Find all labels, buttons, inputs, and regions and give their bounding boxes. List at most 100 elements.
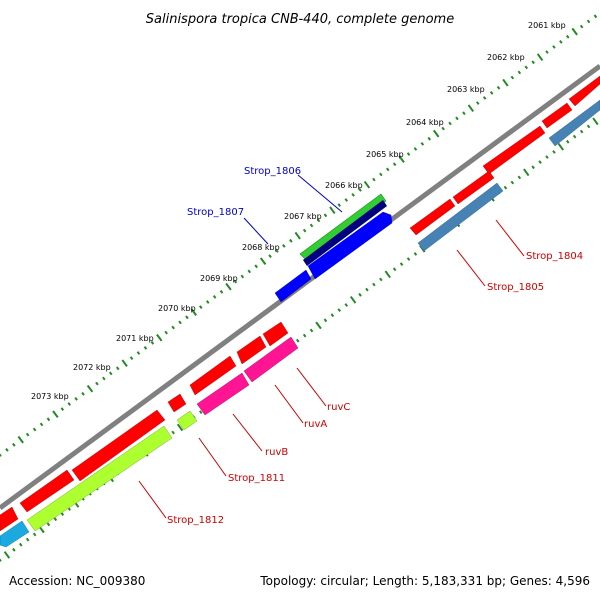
minor-tick — [510, 75, 515, 80]
gene-label-strop-1805: Strop_1805 — [487, 282, 544, 293]
kbp-label: 2070 kbp — [158, 304, 196, 313]
minor-tick — [579, 24, 584, 29]
gene-red — [167, 393, 187, 413]
minor-tick — [330, 313, 335, 318]
minor-tick — [448, 121, 452, 126]
gene-red — [452, 170, 495, 205]
major-tick — [52, 410, 59, 418]
minor-tick — [212, 295, 217, 299]
outer-tick-ring — [0, 14, 598, 457]
minor-tick — [545, 155, 549, 159]
callout-line — [495, 219, 525, 257]
minor-tick — [205, 300, 210, 304]
minor-tick — [517, 175, 522, 180]
gene-strop-1806 — [299, 193, 387, 261]
minor-tick — [413, 147, 418, 151]
minor-tick — [198, 305, 203, 309]
minor-tick — [524, 65, 528, 70]
minor-tick — [18, 542, 23, 547]
minor-tick — [344, 198, 349, 202]
accession-text: Accession: NC_009380 — [9, 574, 146, 588]
gene-label-strop-1807: Strop_1807 — [187, 207, 244, 218]
minor-tick — [289, 238, 293, 243]
major-tick — [557, 143, 565, 151]
major-tick — [592, 117, 599, 126]
callout-line — [232, 413, 263, 452]
kbp-label: 2071 kbp — [116, 334, 154, 343]
minor-tick — [323, 318, 328, 323]
minor-tick — [386, 167, 390, 172]
kbp-label: 2064 kbp — [406, 118, 444, 127]
kbp-label: 2068 kbp — [242, 243, 280, 252]
minor-tick — [95, 381, 99, 386]
minor-tick — [489, 90, 494, 95]
minor-tick — [420, 141, 425, 146]
kbp-label: 2073 kbp — [31, 392, 69, 401]
major-tick — [86, 384, 94, 393]
minor-tick — [372, 282, 376, 287]
minor-tick — [302, 333, 307, 338]
kbp-labels: 2061 kbp 2062 kbp 2063 kbp 2064 kbp 2065… — [31, 21, 566, 401]
minor-tick — [503, 185, 508, 190]
minor-tick — [406, 257, 411, 261]
major-tick — [432, 129, 440, 138]
callout-line — [138, 480, 167, 519]
minor-tick — [12, 547, 16, 552]
gene-red — [409, 198, 456, 236]
minor-tick — [233, 279, 238, 284]
minor-tick — [309, 223, 314, 228]
minor-tick — [46, 417, 51, 422]
major-tick — [190, 308, 198, 316]
major-tick — [176, 423, 184, 432]
major-tick — [17, 435, 24, 444]
minor-tick — [46, 522, 51, 527]
minor-tick — [406, 152, 411, 156]
minor-tick — [586, 124, 591, 129]
minor-tick — [482, 96, 487, 100]
callout-line — [274, 384, 304, 424]
minor-tick — [559, 39, 563, 44]
minor-tick — [372, 177, 376, 182]
gene-red — [71, 409, 166, 482]
minor-tick — [219, 289, 224, 294]
major-tick — [384, 270, 391, 279]
gene-strop-1806-inner — [303, 200, 387, 266]
minor-tick — [379, 277, 383, 282]
gene-blue — [274, 269, 312, 303]
major-tick — [329, 206, 336, 214]
gene-ruvb — [196, 372, 250, 416]
minor-tick — [427, 136, 431, 141]
callout-line — [456, 249, 486, 287]
minor-tick — [379, 172, 383, 177]
gene-red — [482, 125, 546, 175]
minor-tick — [53, 517, 58, 522]
minor-tick — [552, 150, 556, 154]
minor-tick — [0, 453, 2, 457]
major-tick — [315, 321, 322, 330]
minor-tick — [150, 340, 155, 345]
major-tick — [467, 104, 475, 112]
major-tick — [121, 359, 128, 367]
gene-steelblue — [548, 99, 600, 147]
minor-tick — [60, 512, 65, 516]
minor-tick — [593, 14, 598, 19]
minor-tick — [25, 537, 30, 542]
gene-strop-1812 — [26, 425, 173, 532]
minor-tick — [365, 287, 369, 292]
minor-tick — [268, 254, 272, 258]
minor-tick — [254, 264, 258, 269]
minor-tick — [67, 402, 72, 406]
minor-tick — [164, 330, 168, 335]
minor-tick — [344, 303, 349, 307]
gene-label-strop-1804: Strop_1804 — [526, 251, 583, 262]
gene-strop-1807 — [307, 211, 393, 280]
major-tick — [259, 257, 267, 265]
gene-strop-1805 — [417, 182, 504, 252]
major-tick — [294, 231, 301, 240]
minor-tick — [323, 213, 328, 218]
minor-tick — [586, 19, 591, 24]
minor-tick — [462, 111, 466, 116]
gene-red — [189, 355, 237, 396]
major-tick — [502, 78, 509, 87]
minor-tick — [566, 139, 570, 144]
